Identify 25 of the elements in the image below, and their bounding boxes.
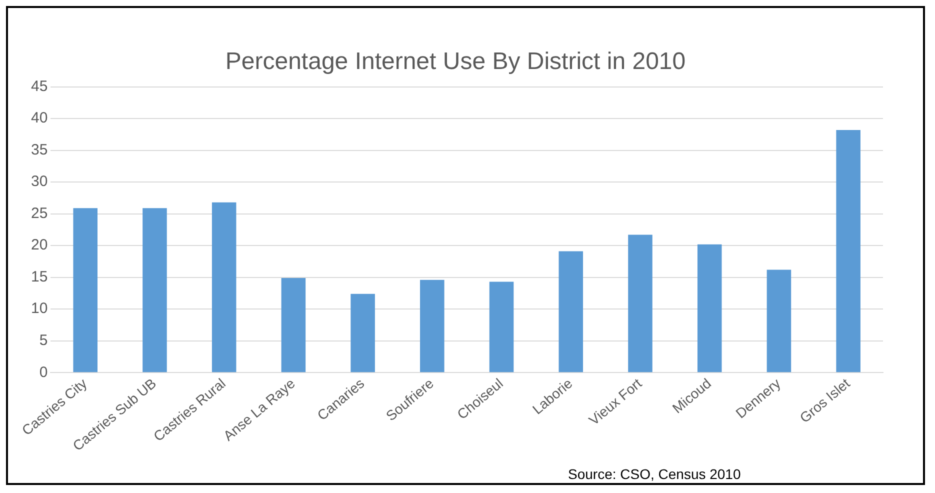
y-tick-label: 5	[39, 332, 48, 349]
bar	[281, 278, 306, 372]
y-tick-label: 40	[30, 110, 48, 127]
y-tick-label: 35	[30, 141, 48, 158]
bar	[697, 244, 722, 372]
y-tick-label: 30	[30, 173, 48, 190]
bar	[142, 208, 167, 372]
bar	[558, 251, 584, 372]
y-tick-label: 15	[30, 268, 48, 286]
y-tick-label: 25	[30, 204, 48, 222]
chart-title: Percentage Internet Use By District in 2010	[225, 48, 686, 76]
y-tick-label: 10	[30, 300, 48, 318]
bar	[766, 270, 792, 372]
y-tick-label: 0	[39, 364, 48, 381]
bar	[836, 130, 860, 372]
bar	[350, 294, 375, 372]
x-tick-label: Gros Islet	[796, 374, 853, 426]
source-note: Source: CSO, Census 2010	[568, 466, 741, 482]
bar	[628, 234, 652, 372]
bar	[489, 282, 514, 372]
bar	[420, 280, 444, 372]
bar	[212, 202, 236, 372]
y-tick-label: 45	[30, 78, 48, 95]
bar	[73, 208, 98, 372]
y-tick-label: 20	[30, 236, 48, 254]
